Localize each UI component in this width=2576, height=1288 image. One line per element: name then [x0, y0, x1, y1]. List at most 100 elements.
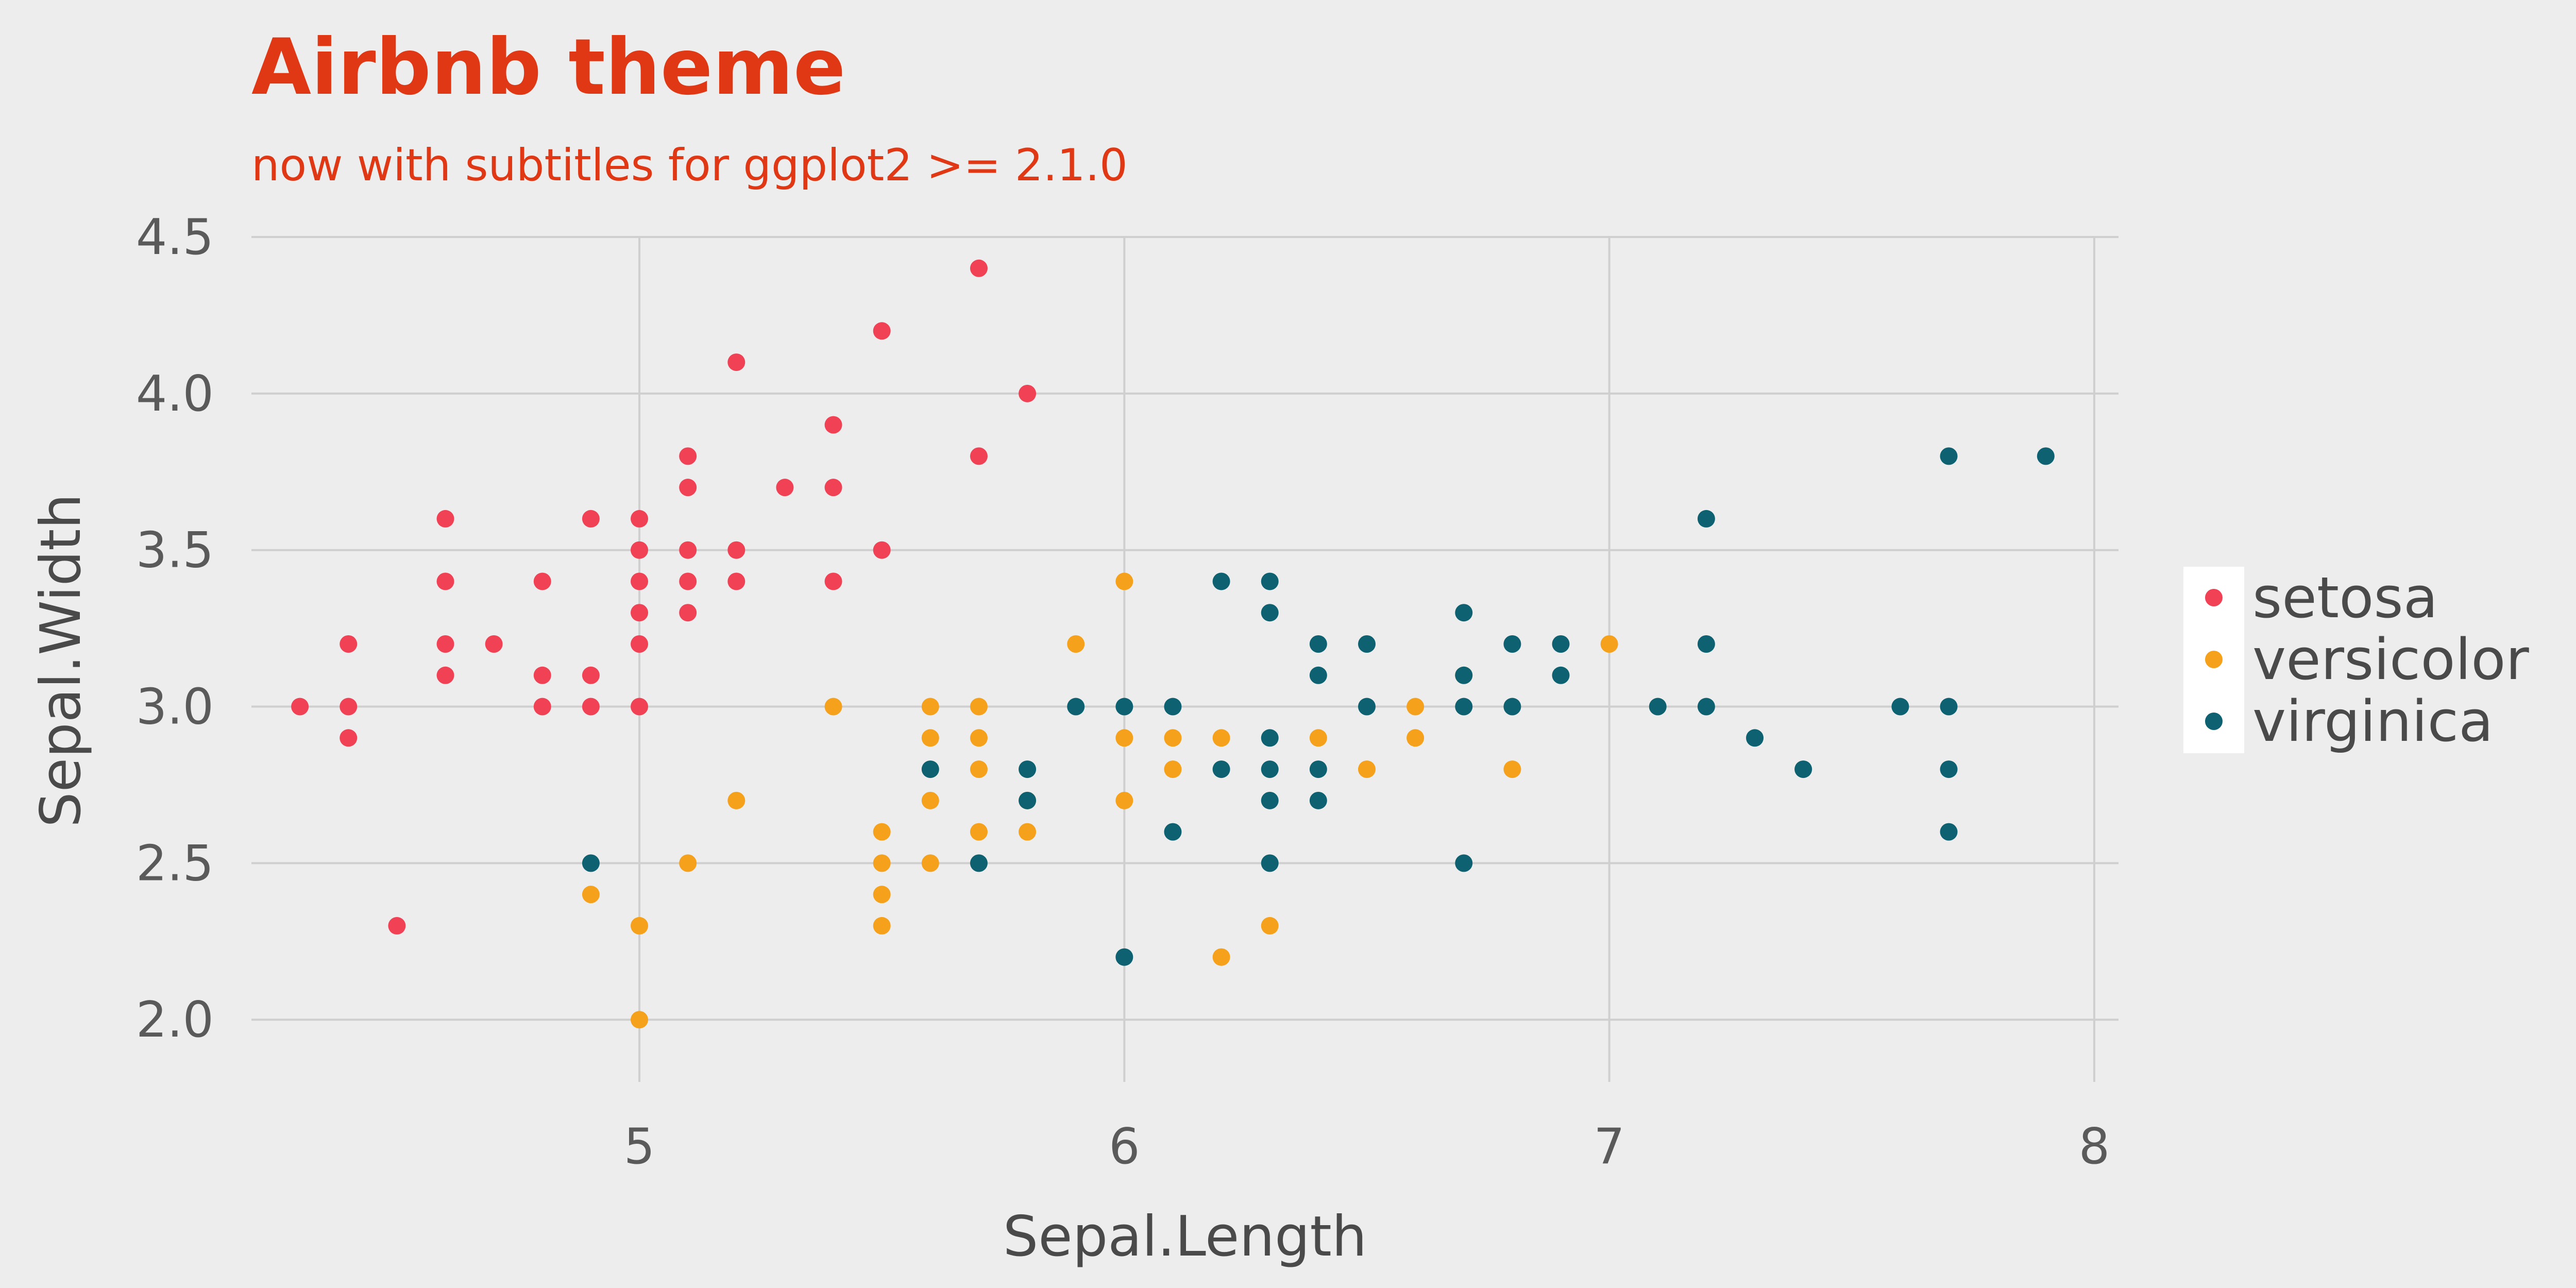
data-point-versicolor	[1115, 572, 1133, 590]
data-point-setosa	[582, 510, 600, 528]
y-tick-label: 2.5	[136, 835, 214, 892]
data-point-setosa	[340, 729, 358, 747]
y-tick-label: 4.5	[136, 209, 214, 266]
data-point-versicolor	[1164, 729, 1182, 747]
data-point-setosa	[485, 635, 503, 653]
data-point-virginica	[1019, 791, 1037, 809]
legend-label-virginica: virginica	[2252, 688, 2494, 754]
data-point-virginica	[1649, 698, 1667, 716]
x-tick-label: 6	[1109, 1118, 1140, 1175]
data-point-setosa	[631, 541, 649, 559]
data-point-virginica	[1261, 604, 1279, 622]
data-point-virginica	[970, 854, 988, 872]
data-point-versicolor	[1261, 917, 1279, 935]
data-point-setosa	[970, 447, 988, 465]
data-point-versicolor	[873, 854, 891, 872]
legend-key-virginica	[2205, 713, 2223, 730]
data-point-virginica	[1697, 510, 1715, 528]
chart-subtitle: now with subtitles for ggplot2 >= 2.1.0	[251, 140, 1128, 191]
data-point-setosa	[340, 698, 358, 716]
data-point-virginica	[1552, 666, 1570, 684]
data-point-virginica	[1261, 760, 1279, 778]
data-point-versicolor	[921, 729, 939, 747]
data-point-virginica	[1503, 635, 1521, 653]
data-point-versicolor	[1212, 948, 1230, 966]
data-point-virginica	[2037, 447, 2055, 465]
grid-lines	[251, 236, 2119, 1082]
data-point-versicolor	[1115, 791, 1133, 809]
legend-label-versicolor: versicolor	[2252, 626, 2530, 692]
data-point-versicolor	[582, 886, 600, 904]
data-point-setosa	[582, 698, 600, 716]
x-tick-label: 8	[2079, 1118, 2110, 1175]
data-point-setosa	[727, 353, 745, 371]
data-point-virginica	[1455, 666, 1473, 684]
data-point-setosa	[727, 572, 745, 590]
x-axis-ticks: 5 6 7 8	[624, 1118, 2110, 1175]
data-point-virginica	[1309, 635, 1327, 653]
data-point-virginica	[1164, 823, 1182, 841]
data-point-virginica	[1309, 791, 1327, 809]
data-point-versicolor	[970, 823, 988, 841]
x-tick-label: 5	[624, 1118, 655, 1175]
data-point-virginica	[1212, 760, 1230, 778]
data-point-setosa	[582, 666, 600, 684]
data-point-setosa	[679, 447, 697, 465]
data-point-versicolor	[921, 791, 939, 809]
data-point-setosa	[631, 635, 649, 653]
data-point-setosa	[970, 259, 988, 277]
data-point-versicolor	[1358, 760, 1376, 778]
y-tick-label: 4.0	[136, 366, 214, 422]
data-point-setosa	[727, 541, 745, 559]
data-point-setosa	[631, 510, 649, 528]
data-point-setosa	[340, 635, 358, 653]
data-point-setosa	[436, 666, 454, 684]
data-point-virginica	[1455, 854, 1473, 872]
data-point-virginica	[582, 854, 600, 872]
data-point-versicolor	[727, 791, 745, 809]
data-point-versicolor	[1503, 760, 1521, 778]
data-point-setosa	[436, 635, 454, 653]
data-point-virginica	[1746, 729, 1764, 747]
data-point-virginica	[1309, 666, 1327, 684]
data-point-versicolor	[1067, 635, 1085, 653]
data-point-setosa	[631, 572, 649, 590]
data-point-versicolor	[873, 886, 891, 904]
data-point-virginica	[1261, 854, 1279, 872]
data-point-versicolor	[824, 698, 842, 716]
data-point-setosa	[873, 541, 891, 559]
data-point-setosa	[824, 416, 842, 434]
data-point-virginica	[1455, 604, 1473, 622]
x-axis-title: Sepal.Length	[1003, 1205, 1367, 1269]
data-point-versicolor	[1309, 729, 1327, 747]
series-setosa	[291, 259, 1037, 935]
y-tick-label: 2.0	[136, 992, 214, 1048]
data-point-virginica	[1358, 635, 1376, 653]
data-point-setosa	[1019, 384, 1037, 402]
data-point-setosa	[679, 572, 697, 590]
data-point-versicolor	[1406, 698, 1425, 716]
y-axis-title: Sepal.Width	[29, 494, 93, 827]
data-point-setosa	[388, 917, 406, 935]
data-point-virginica	[1455, 698, 1473, 716]
data-point-setosa	[533, 666, 551, 684]
data-point-setosa	[679, 541, 697, 559]
data-point-virginica	[1891, 698, 1909, 716]
data-points	[291, 259, 2055, 1029]
data-point-virginica	[1940, 447, 1958, 465]
data-point-virginica	[1212, 572, 1230, 590]
legend-key-setosa	[2205, 589, 2223, 606]
data-point-setosa	[533, 698, 551, 716]
data-point-versicolor	[679, 854, 697, 872]
data-point-versicolor	[1600, 635, 1618, 653]
data-point-setosa	[679, 479, 697, 497]
y-tick-label: 3.5	[136, 522, 214, 579]
data-point-versicolor	[631, 1011, 649, 1029]
data-point-virginica	[1067, 698, 1085, 716]
data-point-virginica	[1115, 948, 1133, 966]
data-point-virginica	[1358, 698, 1376, 716]
data-point-virginica	[1794, 760, 1812, 778]
